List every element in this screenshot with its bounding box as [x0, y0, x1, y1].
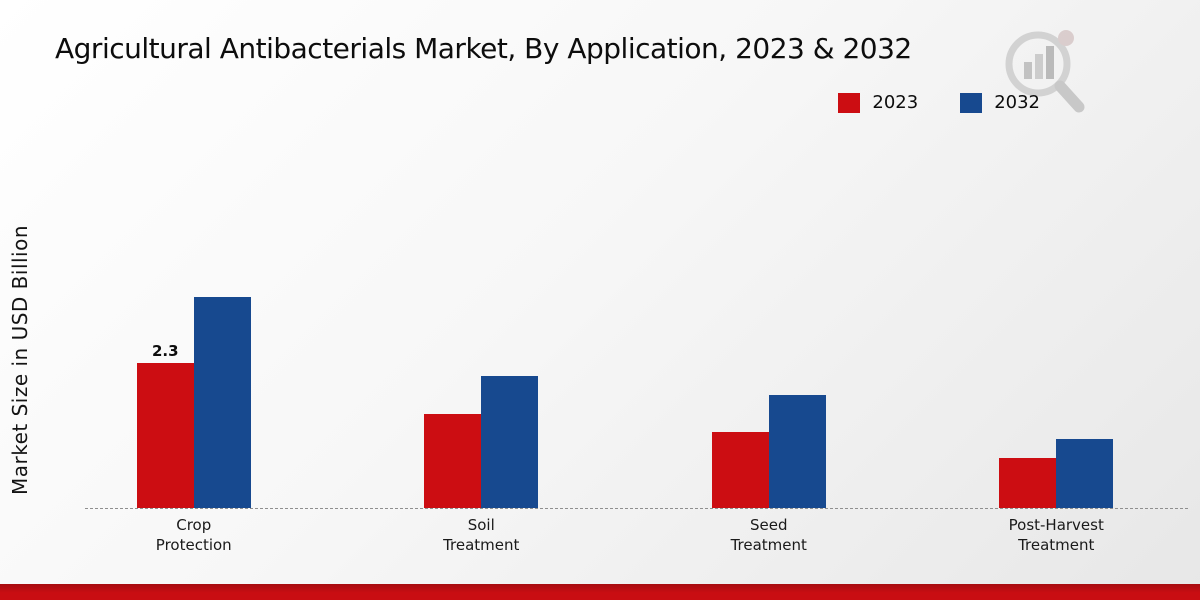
legend-item-2023: 2023 — [838, 92, 918, 113]
category-label-crop-protection: Crop Protection — [155, 516, 232, 555]
plot-area: 2.3 — [50, 140, 1200, 508]
bar-group-post-harvest-treatment — [913, 140, 1200, 508]
legend-swatch-2032 — [960, 92, 983, 113]
y-axis-label: Market Size in USD Billion — [8, 224, 32, 496]
footer-accent-bar — [0, 584, 1200, 600]
bar-group-seed-treatment — [625, 140, 913, 508]
category-label-post-harvest-treatment: Post-Harvest Treatment — [1008, 516, 1104, 555]
category-label-soil-treatment: Soil Treatment — [443, 516, 520, 555]
legend-label-2032: 2032 — [994, 92, 1040, 113]
bar-col-2032-post-harvest-treatment — [1056, 438, 1114, 508]
bar-2032-crop-protection — [193, 296, 251, 508]
bar-col-2023-crop-protection: 2.3 — [136, 342, 194, 508]
legend-label-2023: 2023 — [872, 92, 919, 113]
category-label-seed-treatment: Seed Treatment — [730, 516, 807, 555]
bar-col-2023-seed-treatment — [711, 432, 769, 508]
bar-col-2023-post-harvest-treatment — [999, 457, 1057, 508]
bar-2023-crop-protection — [136, 363, 194, 508]
market-research-logo — [996, 26, 1088, 118]
bar-col-2032-seed-treatment — [768, 394, 826, 508]
bar-col-2023-soil-treatment — [424, 413, 482, 508]
page-title: Agricultural Antibacterials Market, By A… — [55, 32, 912, 65]
bar-col-2032-soil-treatment — [481, 375, 539, 508]
bar-2032-soil-treatment — [481, 375, 539, 508]
bar-2032-seed-treatment — [768, 394, 826, 508]
bar-2023-post-harvest-treatment — [999, 457, 1057, 508]
x-axis-baseline — [85, 508, 1188, 509]
category-labels: Crop Protection Soil Treatment Seed Treatm… — [0, 515, 1200, 565]
bar-col-2032-crop-protection — [193, 296, 251, 508]
chart-legend: 2023 2032 — [838, 92, 1040, 113]
bar-group-crop-protection: 2.3 — [50, 140, 338, 508]
legend-swatch-2023 — [838, 92, 861, 113]
bar-value-label-2023-crop-protection: 2.3 — [151, 342, 179, 361]
bar-group-soil-treatment — [338, 140, 626, 508]
bar-2032-post-harvest-treatment — [1056, 438, 1114, 508]
bar-2023-seed-treatment — [711, 432, 769, 508]
legend-item-2032: 2032 — [960, 92, 1040, 113]
bar-2023-soil-treatment — [424, 413, 482, 508]
magnifier-bar-chart-icon — [1005, 30, 1085, 113]
